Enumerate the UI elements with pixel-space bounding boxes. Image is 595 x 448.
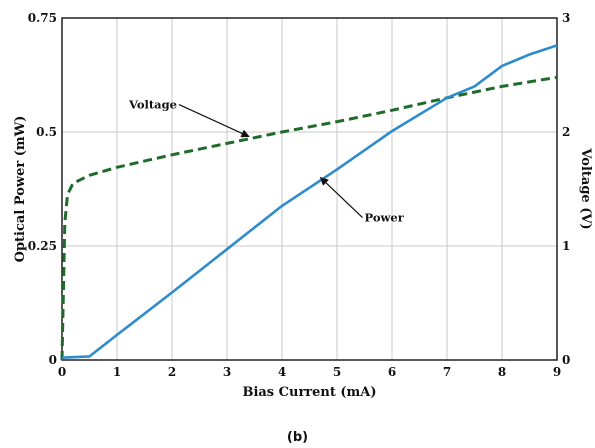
y-left-tick-label: 0.5 — [36, 125, 57, 139]
plot-frame — [61, 17, 558, 361]
x-tick-label: 8 — [498, 365, 506, 379]
y-right-tick-label: 1 — [562, 239, 570, 253]
grid — [62, 18, 557, 360]
x-tick-label: 9 — [553, 365, 561, 379]
y-axis-left-title: Optical Power (mW) — [13, 116, 28, 263]
y-left-tick-label: 0.75 — [28, 11, 57, 25]
x-tick-label: 3 — [223, 365, 231, 379]
x-tick-label: 0 — [58, 365, 66, 379]
x-tick-label: 7 — [443, 365, 451, 379]
series-layer — [60, 44, 558, 361]
series-line-power — [61, 44, 558, 359]
x-tick-label: 1 — [113, 365, 121, 379]
annotations: Voltage Power — [128, 98, 405, 225]
x-tick-label: 5 — [333, 365, 341, 379]
figure-caption: (b) — [287, 430, 308, 445]
y-axis-right-title: Voltage (V) — [578, 147, 593, 229]
y-left-tick-label: 0 — [49, 353, 57, 367]
y-right-tick-label: 0 — [562, 353, 570, 367]
x-axis-title: Bias Current (mA) — [242, 385, 376, 400]
annotation-arrow — [319, 177, 363, 219]
x-tick-label: 2 — [168, 365, 176, 379]
x-tick-label: 4 — [278, 365, 286, 379]
series-line-voltage — [60, 75, 558, 361]
y-right-tick-label: 2 — [562, 125, 570, 139]
annotation-label-voltage: Voltage — [128, 98, 177, 112]
annotation-arrow — [178, 104, 250, 138]
x-tick-label: 6 — [388, 365, 396, 379]
y-left-tick-label: 0.25 — [28, 239, 57, 253]
y-right-tick-label: 3 — [562, 11, 570, 25]
annotation-label-power: Power — [365, 211, 405, 225]
